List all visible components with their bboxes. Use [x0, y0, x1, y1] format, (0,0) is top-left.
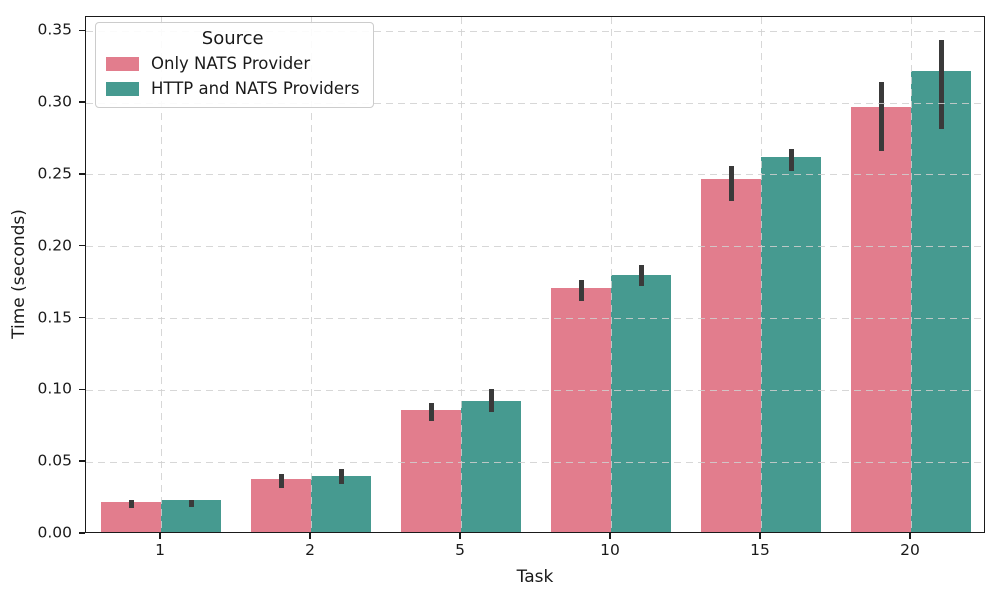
x-tick-mark [759, 533, 761, 539]
legend: Source Only NATS Provider HTTP and NATS P… [95, 22, 375, 108]
error-bar [128, 499, 134, 509]
error-bar [278, 473, 284, 489]
error-bar [338, 469, 344, 484]
x-tick-label: 5 [455, 541, 465, 559]
bar-nats-task-15 [701, 178, 761, 532]
bar-nats-task-20 [851, 106, 911, 532]
y-tick-mark [79, 316, 85, 319]
bar-nats-task-10 [551, 287, 611, 532]
legend-swatch-icon [106, 81, 139, 96]
x-tick-label: 20 [900, 541, 920, 559]
y-tick-mark [79, 29, 85, 32]
y-tick-label: 0.25 [37, 164, 72, 183]
error-bar [788, 149, 794, 171]
legend-swatch-icon [106, 56, 139, 71]
x-tick-mark [909, 533, 911, 539]
error-bar [188, 499, 194, 507]
error-bar [488, 388, 494, 412]
error-bar [578, 279, 584, 302]
y-tick-label: 0.15 [37, 307, 72, 326]
y-tick-mark [79, 460, 85, 462]
x-tick-mark [159, 533, 161, 539]
bar-nats-task-5 [401, 409, 461, 532]
x-tick-label: 10 [600, 541, 620, 559]
x-tick-label: 1 [155, 541, 165, 559]
legend-item: Only NATS Provider [106, 54, 359, 74]
bar-http-nats-task-15 [761, 157, 821, 532]
y-tick-mark [79, 245, 85, 247]
bars-layer [86, 17, 984, 532]
legend-title: Source [201, 28, 264, 49]
y-tick-label: 0.00 [37, 523, 72, 542]
plot-area: Source Only NATS Provider HTTP and NATS P… [85, 16, 985, 533]
y-tick-mark [79, 532, 85, 534]
y-tick-label: 0.20 [37, 236, 72, 255]
y-tick-label: 0.30 [37, 92, 72, 111]
x-axis-label: Task [516, 567, 554, 587]
bar-http-nats-task-5 [461, 401, 521, 532]
error-bar [638, 265, 644, 286]
bar-http-nats-task-10 [611, 274, 671, 532]
error-bar [878, 81, 884, 151]
x-tick-mark [459, 533, 461, 539]
x-tick-label: 15 [750, 541, 770, 559]
error-bar [728, 166, 734, 201]
y-tick-label: 0.05 [37, 451, 72, 470]
y-tick-mark [79, 173, 85, 175]
x-tick-mark [609, 533, 611, 539]
legend-label: Only NATS Provider [151, 54, 311, 73]
y-tick-label: 0.10 [37, 379, 72, 398]
legend-items: Only NATS Provider HTTP and NATS Provider… [106, 54, 359, 99]
bar-http-nats-task-2 [311, 476, 371, 532]
y-tick-label: 0.35 [37, 20, 72, 39]
legend-label: HTTP and NATS Providers [151, 78, 360, 98]
bar-http-nats-task-20 [911, 71, 971, 532]
error-bar [428, 403, 434, 421]
x-tick-label: 2 [305, 541, 315, 559]
y-tick-mark [79, 388, 85, 391]
error-bar [938, 39, 944, 129]
x-tick-mark [309, 533, 311, 539]
error-bars-layer [86, 17, 984, 532]
legend-item: HTTP and NATS Providers [106, 79, 359, 99]
y-tick-mark [79, 101, 85, 103]
